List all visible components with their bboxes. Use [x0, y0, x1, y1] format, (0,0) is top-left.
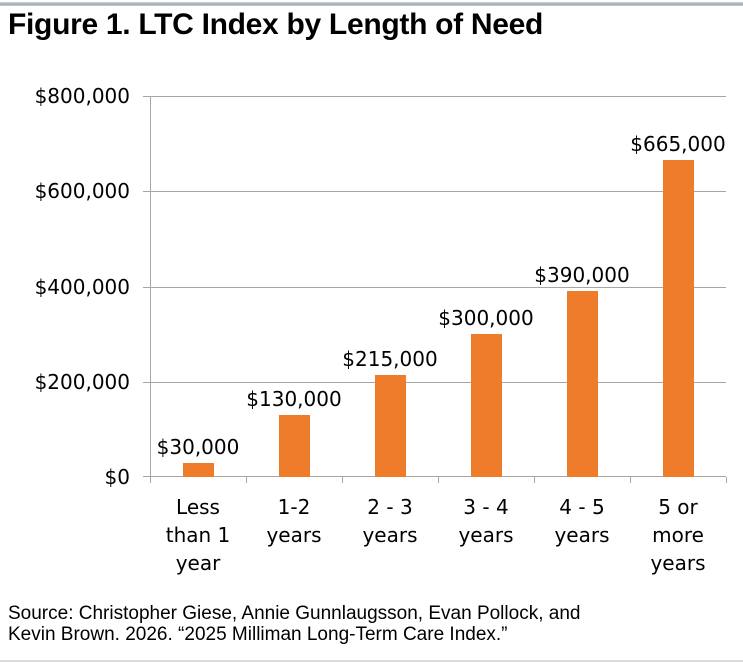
bar	[279, 415, 310, 477]
x-axis-category-label: 4 - 5 years	[554, 495, 610, 547]
y-axis-line	[150, 96, 151, 483]
y-axis-tick-label: $800,000	[34, 84, 130, 108]
x-axis-category-label: 3 - 4 years	[458, 495, 514, 547]
ltc-bar-chart: $30,000 $130,000 $215,000 $300,000 $390,000 $…	[0, 60, 743, 590]
x-axis-tick	[246, 477, 247, 483]
bar	[567, 291, 598, 477]
gridline	[143, 191, 726, 192]
x-axis-tick	[534, 477, 535, 483]
bar-value-label: $130,000	[246, 387, 342, 411]
bar	[375, 375, 406, 477]
source-line-2: Kevin Brown. 2026. “2025 Milliman Long-T…	[8, 624, 508, 645]
x-axis-tick	[150, 477, 151, 483]
bar-value-label: $665,000	[630, 132, 726, 156]
bar-value-label: $300,000	[438, 306, 534, 330]
source-line-1: Source: Christopher Giese, Annie Gunnlau…	[8, 603, 581, 624]
y-axis-tick-label: $0	[104, 465, 130, 489]
x-axis-category-label: 5 or more years	[650, 495, 706, 575]
bar	[183, 463, 214, 477]
figure-title: Figure 1. LTC Index by Length of Need	[8, 8, 544, 41]
x-axis-tick	[342, 477, 343, 483]
x-axis-category-label: 1-2 years	[266, 495, 322, 547]
bar-value-label: $30,000	[156, 435, 240, 459]
top-divider	[0, 2, 743, 6]
bottom-divider	[0, 660, 743, 662]
source-note: Source: Christopher Giese, Annie Gunnlau…	[8, 603, 735, 645]
bar	[663, 160, 694, 477]
bar-value-label: $390,000	[534, 263, 630, 287]
x-axis-category-label: 2 - 3 years	[362, 495, 418, 547]
x-axis-category-label: Less than 1 year	[165, 495, 231, 575]
bar-value-label: $215,000	[342, 347, 438, 371]
y-axis-tick-label: $200,000	[34, 370, 130, 394]
gridline	[143, 382, 726, 383]
x-axis-tick	[726, 477, 727, 483]
plot-area: $30,000 $130,000 $215,000 $300,000 $390,000 $…	[143, 96, 727, 483]
gridline	[143, 287, 726, 288]
y-axis-tick-label: $400,000	[34, 275, 130, 299]
bar	[471, 334, 502, 477]
x-axis-tick	[630, 477, 631, 483]
gridline	[143, 96, 726, 97]
y-axis-tick-label: $600,000	[34, 179, 130, 203]
x-axis-line	[143, 476, 726, 477]
x-axis-tick	[438, 477, 439, 483]
